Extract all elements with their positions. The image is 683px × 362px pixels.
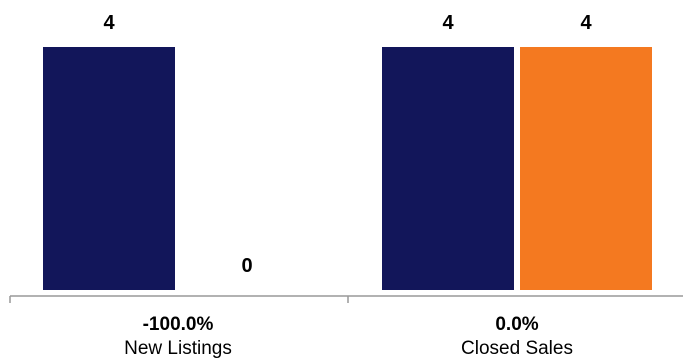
category-label-closed-sales: Closed Sales <box>461 338 573 359</box>
bars-layer <box>43 47 652 290</box>
value-label-closed-sales-2: 4 <box>580 12 592 34</box>
value-label-new-listings-1: 4 <box>103 12 115 34</box>
category-label-new-listings: New Listings <box>124 338 232 359</box>
change-label-new-listings: -100.0% <box>142 314 214 335</box>
value-label-closed-sales-1: 4 <box>442 12 454 34</box>
change-label-closed-sales: 0.0% <box>495 314 539 335</box>
value-labels-layer: 4 0 4 4 <box>103 12 592 277</box>
bar-closed-sales-2 <box>520 47 652 290</box>
value-label-new-listings-2: 0 <box>241 255 252 277</box>
bar-closed-sales-1 <box>382 47 514 290</box>
bar-new-listings-1 <box>43 47 175 290</box>
